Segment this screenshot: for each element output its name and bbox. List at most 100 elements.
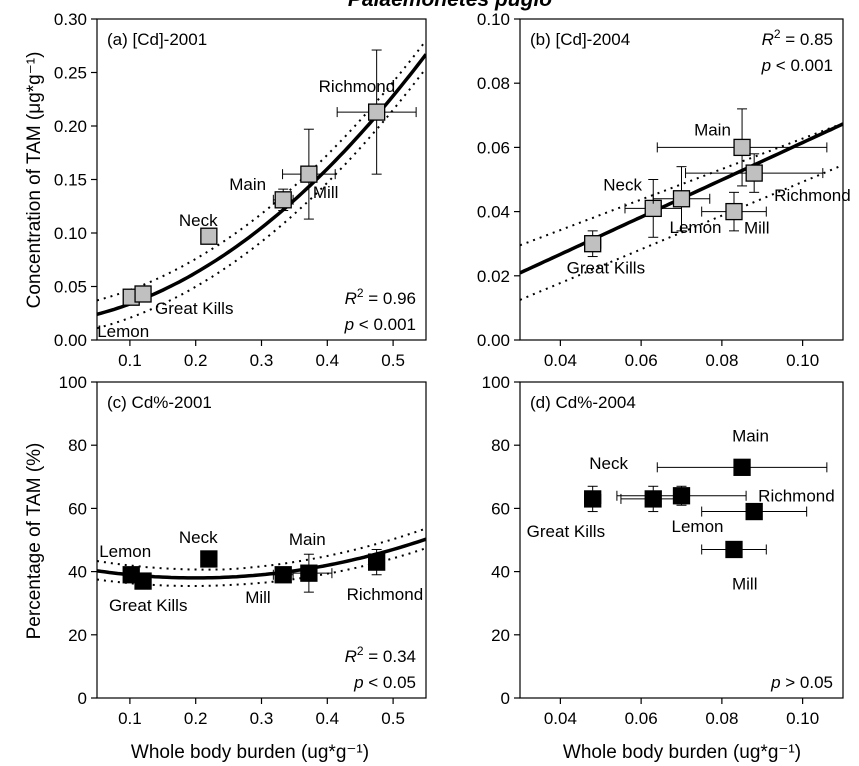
data-point-a-mill: Mill: [282, 128, 339, 220]
site-label-mill: Mill: [245, 588, 270, 607]
data-point-a-richmond: Richmond: [319, 49, 417, 175]
y-tick-label-a: 0.15: [54, 171, 87, 190]
data-point-d-richmond: Richmond: [701, 487, 835, 521]
x-tick-label-c: 0.3: [250, 709, 274, 728]
data-point-c-great-kills: Great Kills: [109, 572, 187, 615]
y-tick-label-b: 0.00: [477, 331, 510, 350]
site-label-main: Main: [732, 426, 769, 445]
data-point-a-neck: Neck: [179, 211, 218, 245]
x-tick-label-b: 0.04: [544, 351, 577, 370]
site-label-main: Main: [289, 530, 326, 549]
data-point-c-neck: Neck: [179, 528, 218, 568]
marker-square: [725, 540, 743, 559]
site-label-richmond: Richmond: [347, 585, 424, 604]
x-tick-label-c: 0.4: [315, 709, 339, 728]
marker-square: [134, 572, 152, 590]
data-point-d-lemon: Lemon: [616, 485, 747, 536]
r-squared-b: R2 = 0.85: [762, 27, 833, 49]
data-point-c-mill: Mill: [245, 566, 294, 607]
y-tick-label-d: 100: [482, 373, 510, 392]
r-squared-c: R2 = 0.34: [345, 644, 416, 666]
panel-title-b: (b) [Cd]-2004: [530, 30, 630, 49]
marker-square: [725, 202, 743, 221]
y-tick-label-a: 0.00: [54, 331, 87, 350]
x-tick-label-d: 0.08: [705, 709, 738, 728]
marker-square: [300, 564, 318, 582]
x-tick-label-b: 0.06: [625, 351, 658, 370]
x-tick-label-c: 0.5: [381, 709, 405, 728]
data-point-b-main: Main: [656, 108, 828, 187]
site-label-great-kills: Great Kills: [567, 259, 645, 278]
y-tick-label-d: 0: [501, 689, 510, 708]
x-tick-label-b: 0.08: [705, 351, 738, 370]
y-tick-label-b: 0.06: [477, 138, 510, 157]
site-label-neck: Neck: [603, 175, 642, 194]
data-point-d-great-kills: Great Kills: [527, 485, 605, 541]
data-point-d-neck: Neck: [589, 454, 687, 513]
y-tick-label-b: 0.10: [477, 10, 510, 29]
marker-square: [584, 235, 602, 253]
x-tick-label-d: 0.04: [544, 709, 577, 728]
x-tick-label-b: 0.10: [786, 351, 819, 370]
panel-title-c: (c) Cd%-2001: [107, 393, 212, 412]
p-value-d: p > 0.05: [770, 673, 833, 692]
p-value-c: p < 0.05: [353, 673, 416, 692]
y-tick-label-c: 20: [68, 626, 87, 645]
x-tick-label-a: 0.5: [381, 351, 405, 370]
y-axis-label-bottom: Percentage of TAM (%): [24, 443, 45, 640]
site-label-lemon: Lemon: [97, 322, 149, 341]
r-squared-a: R2 = 0.96: [345, 286, 416, 308]
panel-b: 0.04 0.06 0.08 0.10 0.00 0.02 0.04 0.06 0.08 0.10…: [477, 10, 851, 370]
data-point-b-neck: Neck: [603, 175, 682, 238]
y-tick-label-d: 20: [491, 626, 510, 645]
site-label-main: Main: [694, 120, 731, 139]
y-tick-label-a: 0.25: [54, 64, 87, 83]
data-point-a-great-kills: Great Kills: [134, 285, 233, 318]
x-axis-label-left: Whole body burden (ug*g⁻¹): [131, 742, 369, 763]
x-tick-label-d: 0.06: [625, 709, 658, 728]
marker-square: [274, 566, 292, 584]
site-label-richmond: Richmond: [319, 77, 396, 96]
site-label-mill: Mill: [313, 183, 339, 202]
site-label-great-kills: Great Kills: [109, 596, 187, 615]
marker-square: [733, 138, 751, 157]
p-value-b: p < 0.001: [761, 56, 833, 75]
x-tick-label-c: 0.2: [184, 709, 208, 728]
data-point-c-main: Main: [285, 530, 333, 593]
marker-square: [672, 190, 691, 208]
y-tick-label-d: 80: [491, 436, 510, 455]
y-tick-label-d: 40: [491, 563, 510, 582]
plot-frame-d: [519, 381, 844, 699]
y-tick-label-c: 80: [68, 436, 87, 455]
marker-square: [644, 490, 662, 508]
site-label-lemon: Lemon: [99, 542, 151, 561]
ci-lower-b: [520, 164, 843, 301]
x-tick-label-a: 0.3: [250, 351, 274, 370]
site-label-main: Main: [229, 175, 266, 194]
panel-c: 0.1 0.2 0.3 0.4 0.5 0 20 40 60 80 100 (c) Cd%-2001 L…: [59, 373, 427, 728]
y-tick-label-b: 0.02: [477, 267, 510, 286]
y-tick-label-a: 0.30: [54, 10, 87, 29]
x-tick-label-c: 0.1: [118, 709, 142, 728]
y-tick-label-d: 60: [491, 499, 510, 518]
x-tick-label-d: 0.10: [786, 709, 819, 728]
data-point-b-mill: Mill: [701, 191, 770, 238]
marker-square: [367, 553, 386, 571]
marker-square: [733, 458, 751, 476]
marker-square: [584, 490, 602, 508]
site-label-richmond: Richmond: [758, 487, 835, 506]
panel-a: 0.1 0.2 0.3 0.4 0.5 0.00 0.05 0.10 0.15 0.20 0.25 0…: [54, 10, 427, 370]
site-label-mill: Mill: [744, 219, 770, 238]
y-tick-label-c: 0: [78, 689, 87, 708]
y-tick-label-c: 60: [68, 499, 87, 518]
site-label-mill: Mill: [732, 574, 758, 593]
y-tick-label-a: 0.05: [54, 278, 87, 297]
marker-square: [200, 550, 218, 568]
x-tick-label-a: 0.2: [184, 351, 208, 370]
p-value-a: p < 0.001: [344, 315, 416, 334]
data-point-b-richmond: Richmond: [685, 153, 851, 205]
site-label-great-kills: Great Kills: [155, 299, 233, 318]
site-label-lemon: Lemon: [670, 218, 722, 237]
y-tick-label-b: 0.04: [477, 203, 510, 222]
